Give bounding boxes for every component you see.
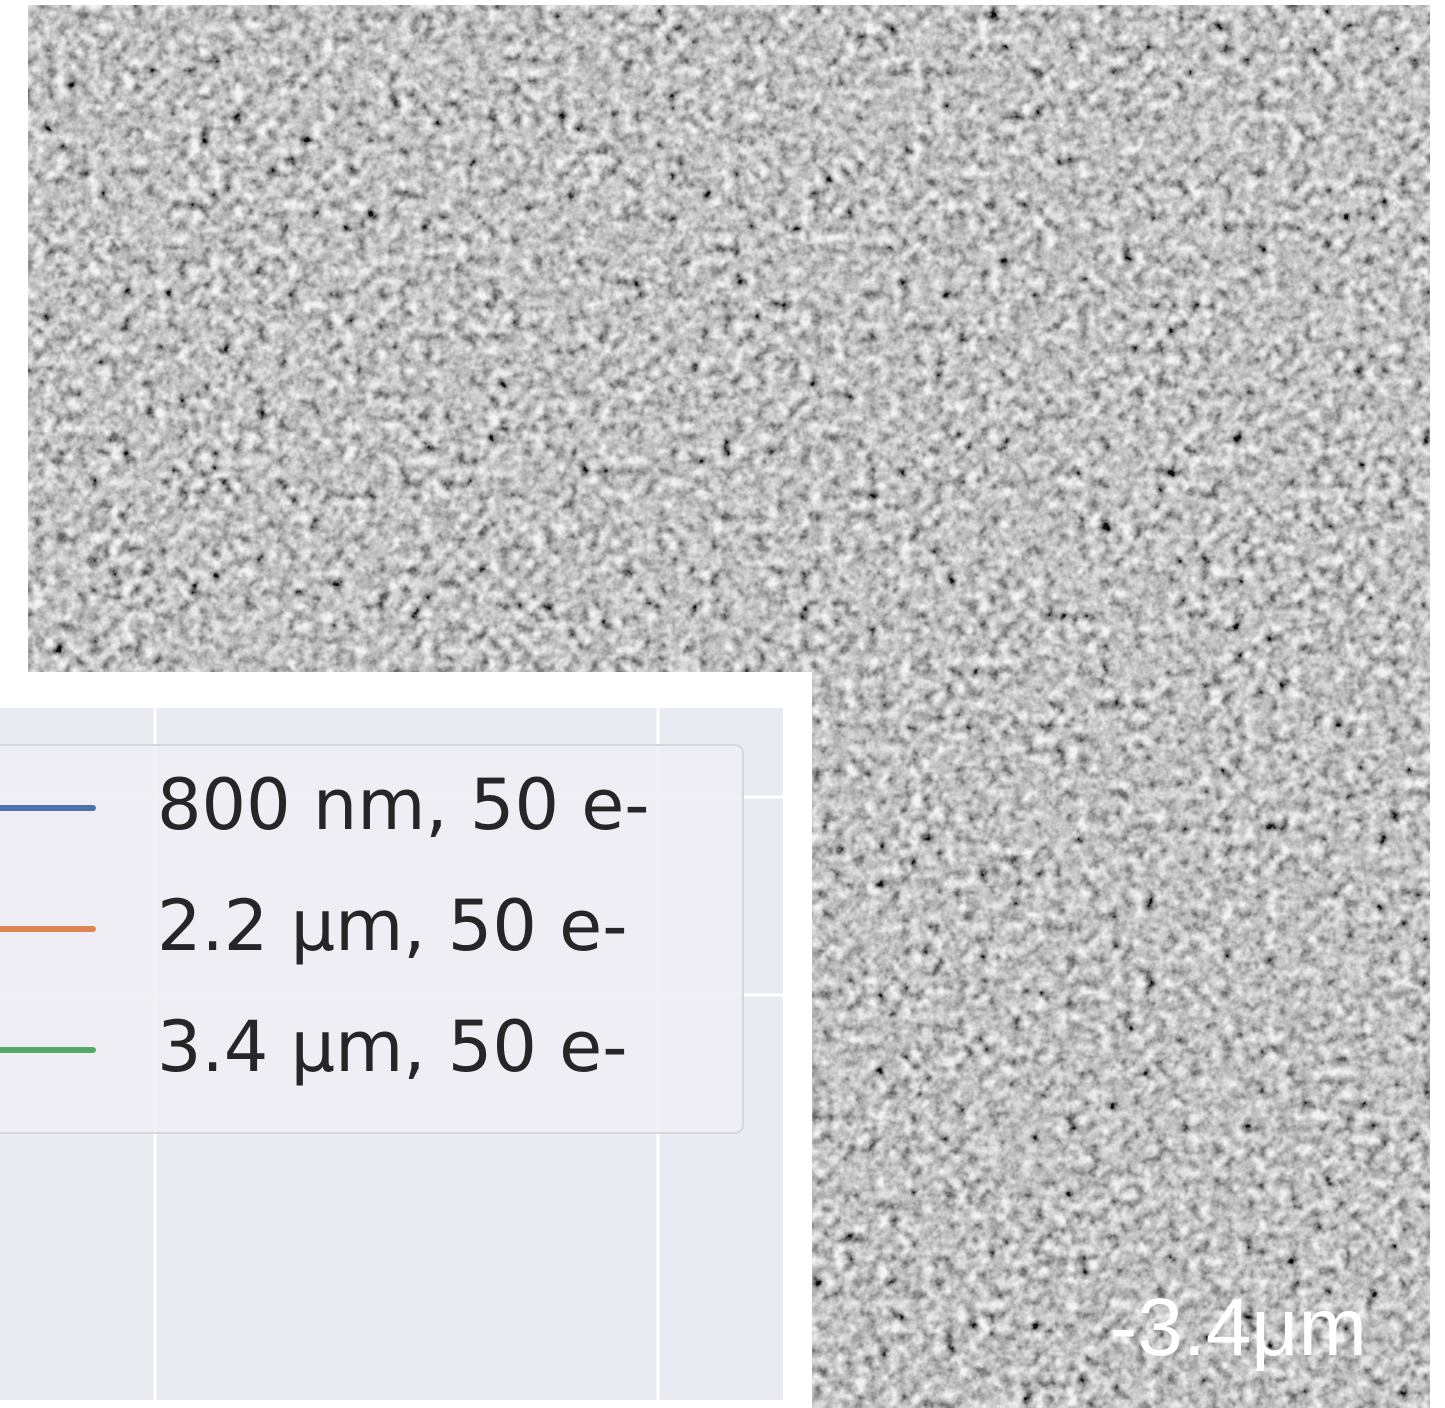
figure: 800 nm, 50 e-2.2 μm, 50 e-3.4 μm, 50 e- … bbox=[0, 0, 1445, 1408]
legend-label: 2.2 μm, 50 e- bbox=[157, 885, 627, 967]
legend-label: 800 nm, 50 e- bbox=[157, 764, 650, 846]
legend-panel: 800 nm, 50 e- 2.2 μm, 50 e- 3.4 μm, 50 e- bbox=[0, 672, 812, 1408]
image-label: -3.4μm bbox=[1110, 1282, 1367, 1373]
legend-label: 3.4 μm, 50 e- bbox=[157, 1006, 627, 1088]
